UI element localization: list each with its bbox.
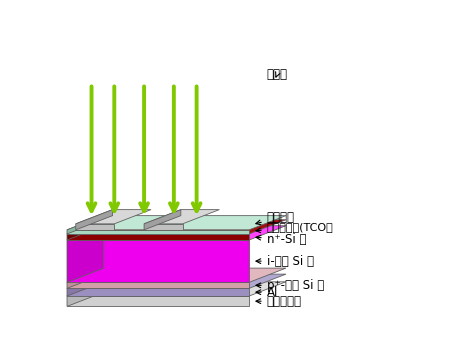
Text: p⁺-多晶 Si 层: p⁺-多晶 Si 层 — [255, 279, 323, 292]
Polygon shape — [67, 215, 104, 234]
Text: 透明导电膜(TCO）: 透明导电膜(TCO） — [255, 222, 333, 233]
Polygon shape — [67, 296, 249, 306]
Polygon shape — [76, 209, 151, 224]
Text: i-多晶 Si 层: i-多晶 Si 层 — [255, 255, 313, 268]
Text: 金属栅极: 金属栅极 — [255, 211, 294, 225]
Polygon shape — [76, 224, 114, 230]
Polygon shape — [67, 234, 249, 240]
Polygon shape — [67, 226, 104, 282]
Polygon shape — [67, 215, 285, 230]
Polygon shape — [67, 220, 285, 234]
Polygon shape — [67, 220, 104, 240]
Polygon shape — [67, 268, 104, 288]
Polygon shape — [67, 268, 285, 282]
Polygon shape — [67, 274, 285, 288]
Polygon shape — [67, 282, 249, 288]
Polygon shape — [144, 209, 219, 224]
Polygon shape — [67, 230, 249, 234]
Polygon shape — [67, 288, 249, 296]
Text: n⁺-Si 层: n⁺-Si 层 — [255, 233, 305, 246]
Polygon shape — [67, 282, 285, 296]
Polygon shape — [76, 209, 112, 230]
Polygon shape — [144, 224, 182, 230]
Text: Al: Al — [255, 286, 277, 299]
Polygon shape — [144, 209, 180, 230]
Text: 不锈钢衬底: 不锈钢衬底 — [255, 295, 301, 308]
Polygon shape — [67, 282, 104, 306]
Polygon shape — [67, 240, 249, 282]
Text: 太阳光: 太阳光 — [266, 67, 287, 81]
Polygon shape — [67, 226, 285, 240]
Polygon shape — [67, 274, 104, 296]
